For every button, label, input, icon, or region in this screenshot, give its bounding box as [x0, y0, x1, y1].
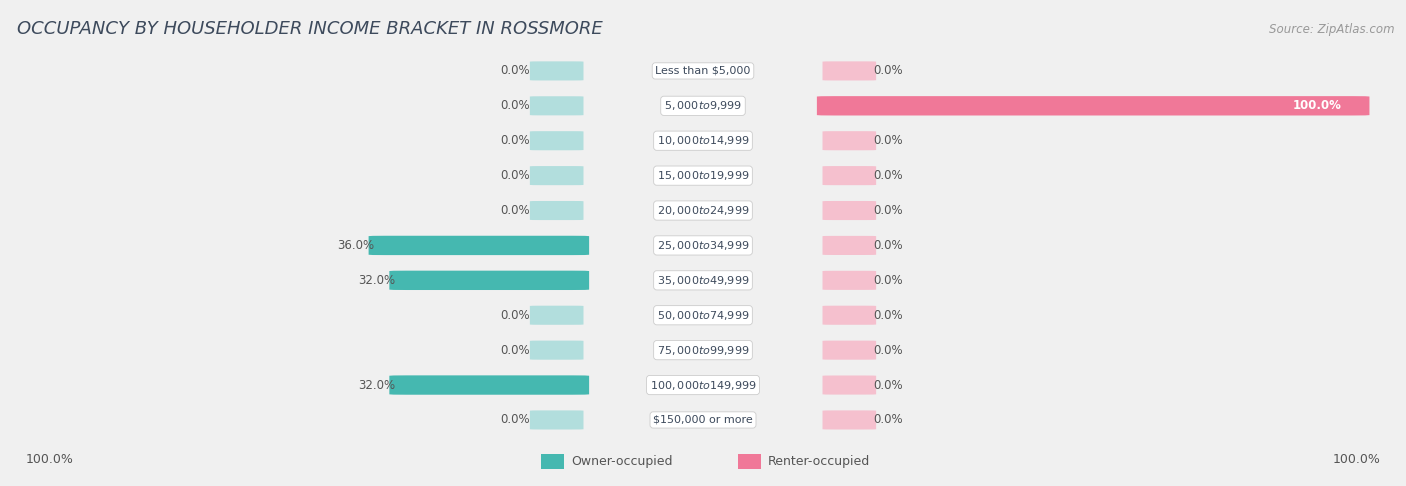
- FancyBboxPatch shape: [530, 61, 583, 81]
- Text: 0.0%: 0.0%: [501, 99, 530, 112]
- FancyBboxPatch shape: [823, 271, 876, 290]
- Text: Renter-occupied: Renter-occupied: [768, 455, 870, 468]
- Text: 0.0%: 0.0%: [501, 169, 530, 182]
- Text: $15,000 to $19,999: $15,000 to $19,999: [657, 169, 749, 182]
- Text: 0.0%: 0.0%: [873, 204, 903, 217]
- FancyBboxPatch shape: [823, 166, 876, 185]
- Text: 0.0%: 0.0%: [873, 169, 903, 182]
- Text: $150,000 or more: $150,000 or more: [654, 415, 752, 425]
- FancyBboxPatch shape: [738, 454, 761, 469]
- Text: 0.0%: 0.0%: [501, 309, 530, 322]
- Text: Source: ZipAtlas.com: Source: ZipAtlas.com: [1270, 23, 1395, 36]
- Text: 32.0%: 32.0%: [359, 379, 395, 392]
- Text: 0.0%: 0.0%: [873, 274, 903, 287]
- Text: $5,000 to $9,999: $5,000 to $9,999: [664, 99, 742, 112]
- Text: 0.0%: 0.0%: [873, 344, 903, 357]
- FancyBboxPatch shape: [530, 410, 583, 430]
- FancyBboxPatch shape: [530, 166, 583, 185]
- Text: 32.0%: 32.0%: [359, 274, 395, 287]
- Text: 0.0%: 0.0%: [873, 414, 903, 426]
- FancyBboxPatch shape: [389, 271, 589, 290]
- FancyBboxPatch shape: [817, 96, 1369, 116]
- FancyBboxPatch shape: [823, 131, 876, 150]
- FancyBboxPatch shape: [823, 201, 876, 220]
- Text: $50,000 to $74,999: $50,000 to $74,999: [657, 309, 749, 322]
- FancyBboxPatch shape: [389, 375, 589, 395]
- Text: $10,000 to $14,999: $10,000 to $14,999: [657, 134, 749, 147]
- Text: 0.0%: 0.0%: [873, 134, 903, 147]
- FancyBboxPatch shape: [823, 236, 876, 255]
- Text: $20,000 to $24,999: $20,000 to $24,999: [657, 204, 749, 217]
- FancyBboxPatch shape: [530, 96, 583, 115]
- Text: $75,000 to $99,999: $75,000 to $99,999: [657, 344, 749, 357]
- Text: 0.0%: 0.0%: [873, 65, 903, 77]
- Text: 100.0%: 100.0%: [1333, 453, 1381, 466]
- Text: $35,000 to $49,999: $35,000 to $49,999: [657, 274, 749, 287]
- FancyBboxPatch shape: [368, 236, 589, 255]
- Text: 100.0%: 100.0%: [25, 453, 73, 466]
- Text: 0.0%: 0.0%: [501, 65, 530, 77]
- Text: OCCUPANCY BY HOUSEHOLDER INCOME BRACKET IN ROSSMORE: OCCUPANCY BY HOUSEHOLDER INCOME BRACKET …: [17, 20, 603, 38]
- FancyBboxPatch shape: [530, 341, 583, 360]
- FancyBboxPatch shape: [823, 61, 876, 81]
- Text: Less than $5,000: Less than $5,000: [655, 66, 751, 76]
- FancyBboxPatch shape: [823, 341, 876, 360]
- FancyBboxPatch shape: [823, 376, 876, 395]
- FancyBboxPatch shape: [541, 454, 564, 469]
- Text: Owner-occupied: Owner-occupied: [571, 455, 672, 468]
- FancyBboxPatch shape: [530, 306, 583, 325]
- Text: 0.0%: 0.0%: [501, 134, 530, 147]
- Text: 0.0%: 0.0%: [873, 379, 903, 392]
- Text: 0.0%: 0.0%: [501, 204, 530, 217]
- Text: 0.0%: 0.0%: [501, 344, 530, 357]
- FancyBboxPatch shape: [823, 410, 876, 430]
- FancyBboxPatch shape: [823, 306, 876, 325]
- Text: $100,000 to $149,999: $100,000 to $149,999: [650, 379, 756, 392]
- FancyBboxPatch shape: [530, 131, 583, 150]
- FancyBboxPatch shape: [530, 201, 583, 220]
- Text: 36.0%: 36.0%: [337, 239, 374, 252]
- Text: 0.0%: 0.0%: [873, 239, 903, 252]
- Text: 0.0%: 0.0%: [873, 309, 903, 322]
- Text: 0.0%: 0.0%: [501, 414, 530, 426]
- Text: $25,000 to $34,999: $25,000 to $34,999: [657, 239, 749, 252]
- Text: 100.0%: 100.0%: [1292, 99, 1341, 112]
